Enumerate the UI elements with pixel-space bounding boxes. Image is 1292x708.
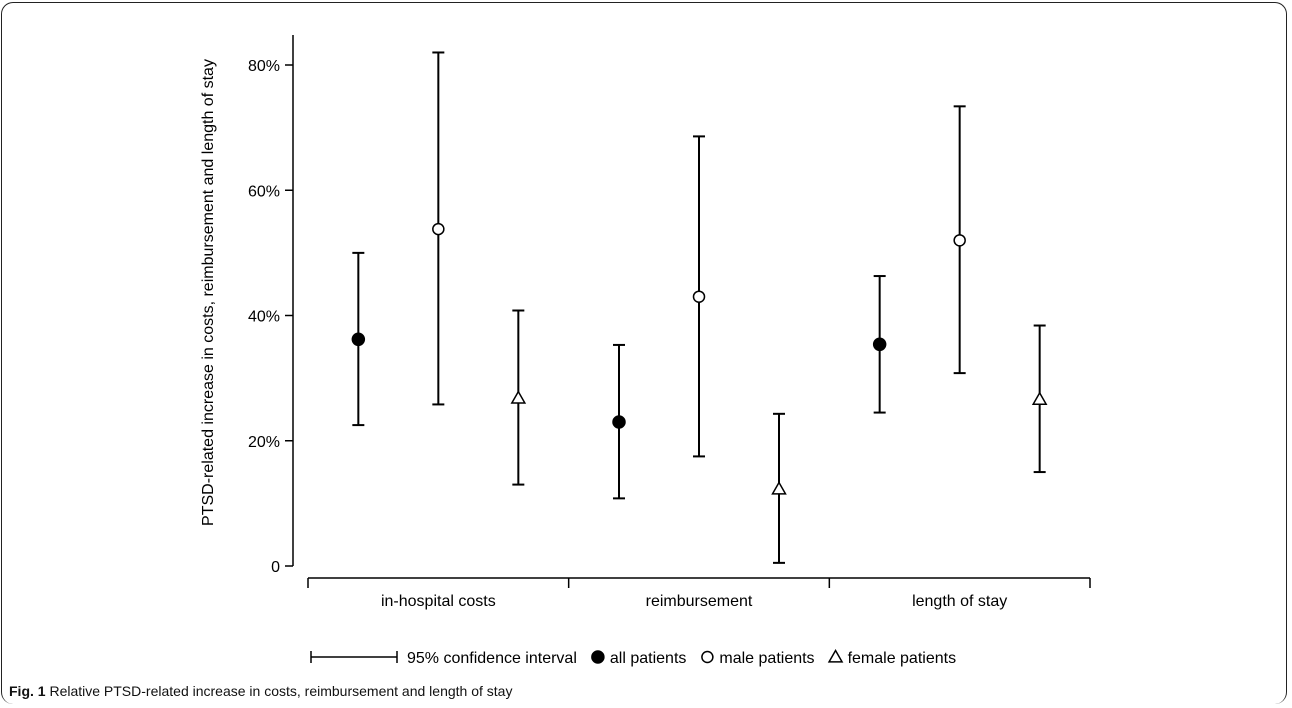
chart-marks	[351, 51, 1048, 564]
legend-label: female patients	[848, 650, 957, 667]
legend-item: female patients	[827, 648, 957, 667]
legend-label: 95% confidence interval	[407, 650, 577, 667]
point-marker	[827, 648, 844, 663]
legend-item: 95% confidence interval	[310, 650, 577, 667]
point-marker	[351, 332, 366, 347]
point-marker	[591, 650, 605, 664]
y-tick-label: 80%	[248, 58, 280, 75]
y-tick-label: 0	[271, 559, 280, 576]
legend-label: all patients	[610, 650, 687, 667]
y-tick-label: 20%	[248, 434, 280, 451]
y-axis-label: PTSD-related increase in costs, reimburs…	[200, 59, 217, 526]
x-tick-label: in-hospital costs	[381, 593, 496, 610]
y-tick-label: 60%	[248, 183, 280, 200]
data-point	[872, 275, 887, 414]
figure-caption-label: Fig. 1	[9, 683, 46, 699]
data-point	[351, 251, 366, 427]
data-point	[771, 412, 787, 564]
legend-item: male patients	[701, 650, 815, 667]
point-marker	[510, 390, 527, 404]
y-tick-label: 40%	[248, 309, 280, 326]
data-point	[432, 51, 445, 406]
point-marker	[1031, 391, 1048, 406]
point-marker	[872, 337, 887, 352]
figure-caption-text: Relative PTSD-related increase in costs,…	[49, 683, 513, 699]
point-marker	[612, 415, 626, 429]
data-point	[510, 309, 527, 486]
point-marker	[771, 480, 787, 495]
point-marker	[432, 222, 445, 236]
chart-legend: 95% confidence interval all patients male …	[310, 648, 957, 667]
figure-caption: Fig. 1 Relative PTSD-related increase in…	[9, 683, 512, 699]
point-marker	[701, 650, 714, 664]
legend-item: all patients	[591, 650, 687, 667]
x-tick-label: length of stay	[912, 593, 1007, 610]
legend-label: male patients	[719, 650, 814, 667]
data-point	[1031, 324, 1048, 474]
point-marker	[953, 234, 966, 247]
data-point	[612, 343, 626, 500]
chart-axes: 0 20% 40% 60% 80% PTSD-related increase in co…	[200, 35, 1091, 610]
point-marker	[692, 290, 706, 303]
data-point	[692, 135, 706, 458]
data-point	[953, 105, 966, 375]
x-tick-label: reimbursement	[646, 593, 753, 610]
